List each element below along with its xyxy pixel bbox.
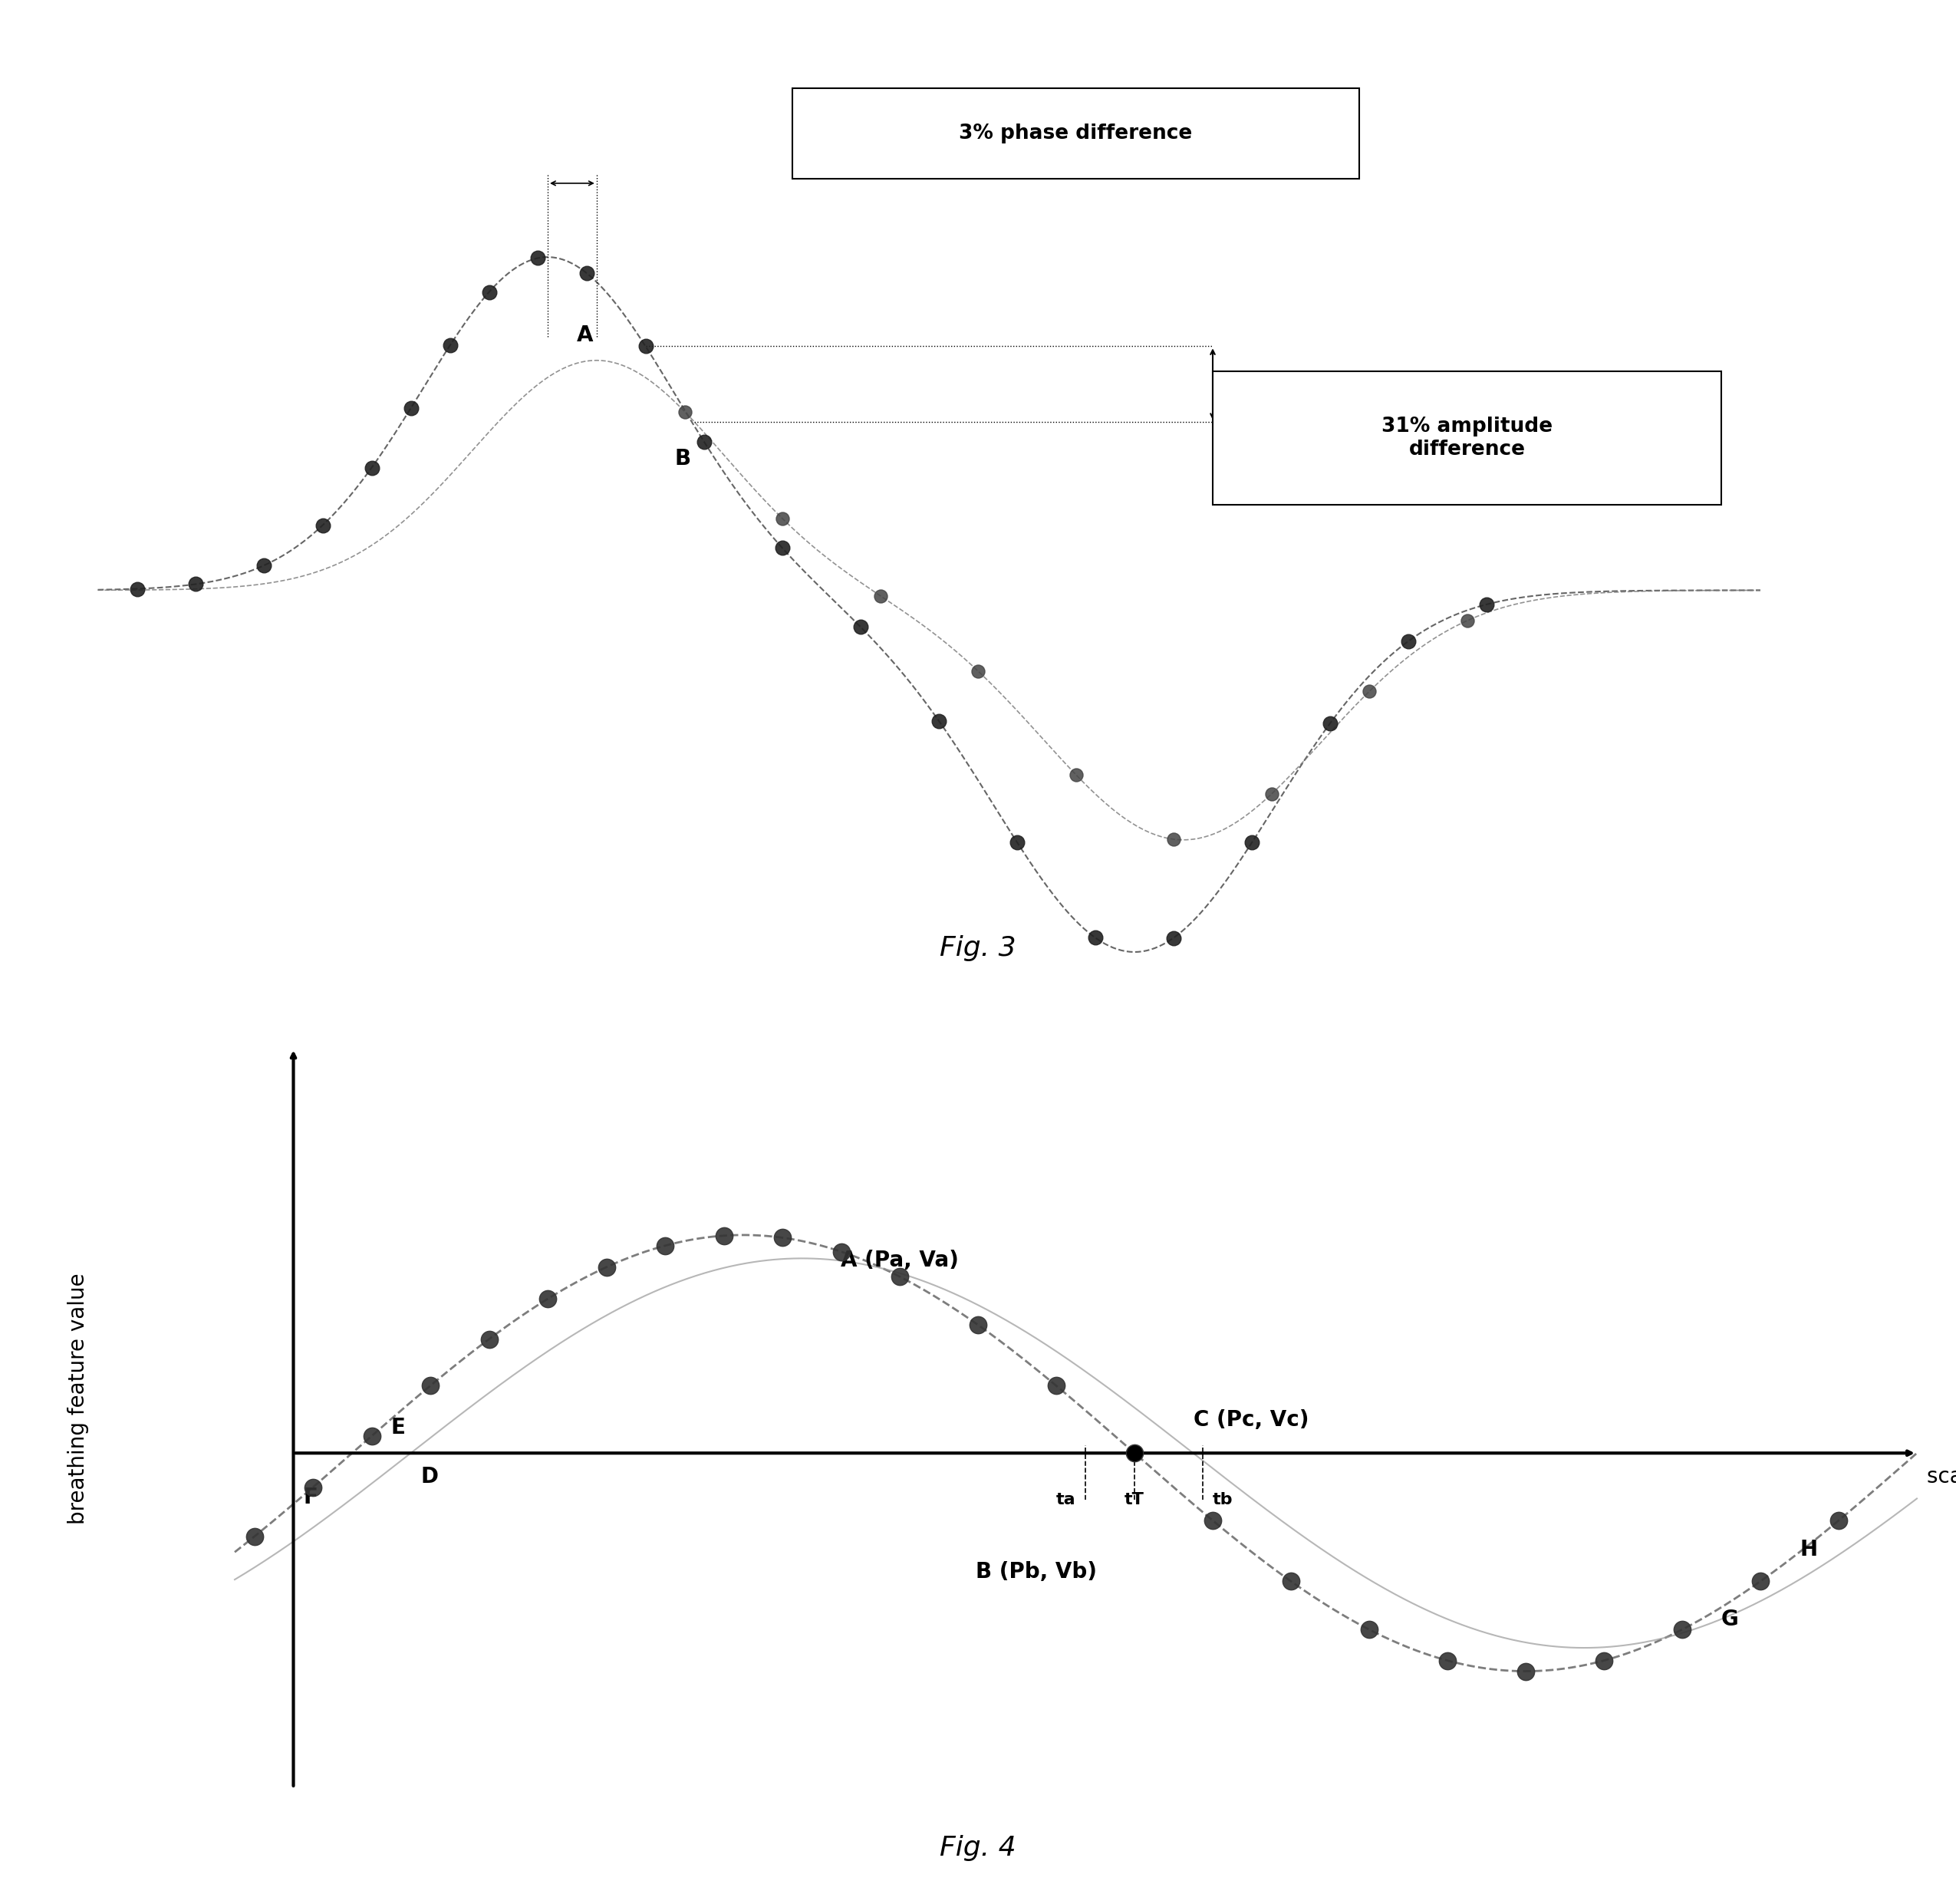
- Text: tT: tT: [1125, 1493, 1144, 1508]
- Point: [845, 611, 876, 642]
- Text: scan time: scan time: [1927, 1466, 1956, 1487]
- Point: [239, 1521, 270, 1552]
- Point: [962, 655, 994, 685]
- Point: [884, 1262, 915, 1293]
- Point: [248, 550, 280, 581]
- Point: [415, 1371, 446, 1401]
- Text: A: A: [577, 324, 593, 347]
- Point: [1041, 1371, 1072, 1401]
- Point: [121, 573, 153, 604]
- Point: [1197, 1506, 1228, 1537]
- Text: Fig. 3: Fig. 3: [939, 935, 1017, 962]
- Text: 31% amplitude
difference: 31% amplitude difference: [1381, 417, 1553, 459]
- Point: [395, 392, 426, 423]
- Text: H: H: [1800, 1538, 1817, 1561]
- Point: [767, 533, 798, 564]
- Point: [307, 510, 338, 541]
- Point: [1451, 605, 1483, 636]
- Point: [1393, 626, 1424, 657]
- Point: [1256, 779, 1287, 809]
- Point: [1432, 1645, 1463, 1676]
- Text: breathing feature value: breathing feature value: [68, 1274, 88, 1525]
- Point: [1354, 676, 1385, 706]
- Text: Fig. 4: Fig. 4: [939, 1835, 1017, 1860]
- Point: [923, 706, 955, 737]
- Text: C (Pc, Vc): C (Pc, Vc): [1193, 1409, 1309, 1430]
- Point: [571, 259, 602, 289]
- Point: [669, 396, 700, 426]
- Point: [1119, 1438, 1150, 1468]
- Point: [532, 1283, 563, 1314]
- Point: [1314, 708, 1346, 739]
- Point: [522, 244, 554, 274]
- Point: [1354, 1615, 1385, 1645]
- Point: [473, 1323, 505, 1354]
- Point: [1667, 1615, 1698, 1645]
- Point: [1158, 923, 1189, 954]
- Text: B (Pb, Vb): B (Pb, Vb): [976, 1561, 1097, 1582]
- Text: B: B: [675, 447, 690, 468]
- Point: [180, 569, 211, 600]
- Point: [1471, 588, 1502, 619]
- Point: [591, 1253, 622, 1283]
- Point: [865, 581, 896, 611]
- Point: [630, 331, 661, 362]
- Text: A (Pa, Va): A (Pa, Va): [841, 1249, 958, 1270]
- Text: ta: ta: [1056, 1493, 1076, 1508]
- Point: [689, 426, 720, 457]
- Point: [297, 1472, 329, 1502]
- Point: [473, 276, 505, 307]
- Point: [649, 1230, 681, 1260]
- Point: [434, 329, 466, 360]
- Point: [1080, 923, 1111, 954]
- Point: [1588, 1645, 1620, 1676]
- Point: [708, 1220, 739, 1251]
- Point: [1510, 1656, 1541, 1687]
- Point: [356, 1420, 387, 1451]
- Point: [962, 1310, 994, 1340]
- Point: [1158, 824, 1189, 855]
- Point: [356, 453, 387, 484]
- Point: [1745, 1567, 1776, 1597]
- Point: [1236, 828, 1267, 859]
- Text: F: F: [303, 1487, 317, 1508]
- Text: D: D: [421, 1466, 438, 1487]
- Text: tb: tb: [1213, 1493, 1232, 1508]
- Point: [1823, 1506, 1854, 1537]
- Point: [767, 503, 798, 533]
- Point: [1275, 1567, 1307, 1597]
- Text: E: E: [391, 1417, 405, 1438]
- Point: [1060, 760, 1091, 790]
- FancyBboxPatch shape: [792, 88, 1359, 179]
- Point: [767, 1222, 798, 1253]
- Point: [825, 1236, 857, 1266]
- Point: [1001, 826, 1033, 857]
- FancyBboxPatch shape: [1213, 371, 1721, 505]
- Text: 3% phase difference: 3% phase difference: [958, 124, 1193, 143]
- Text: G: G: [1721, 1609, 1739, 1630]
